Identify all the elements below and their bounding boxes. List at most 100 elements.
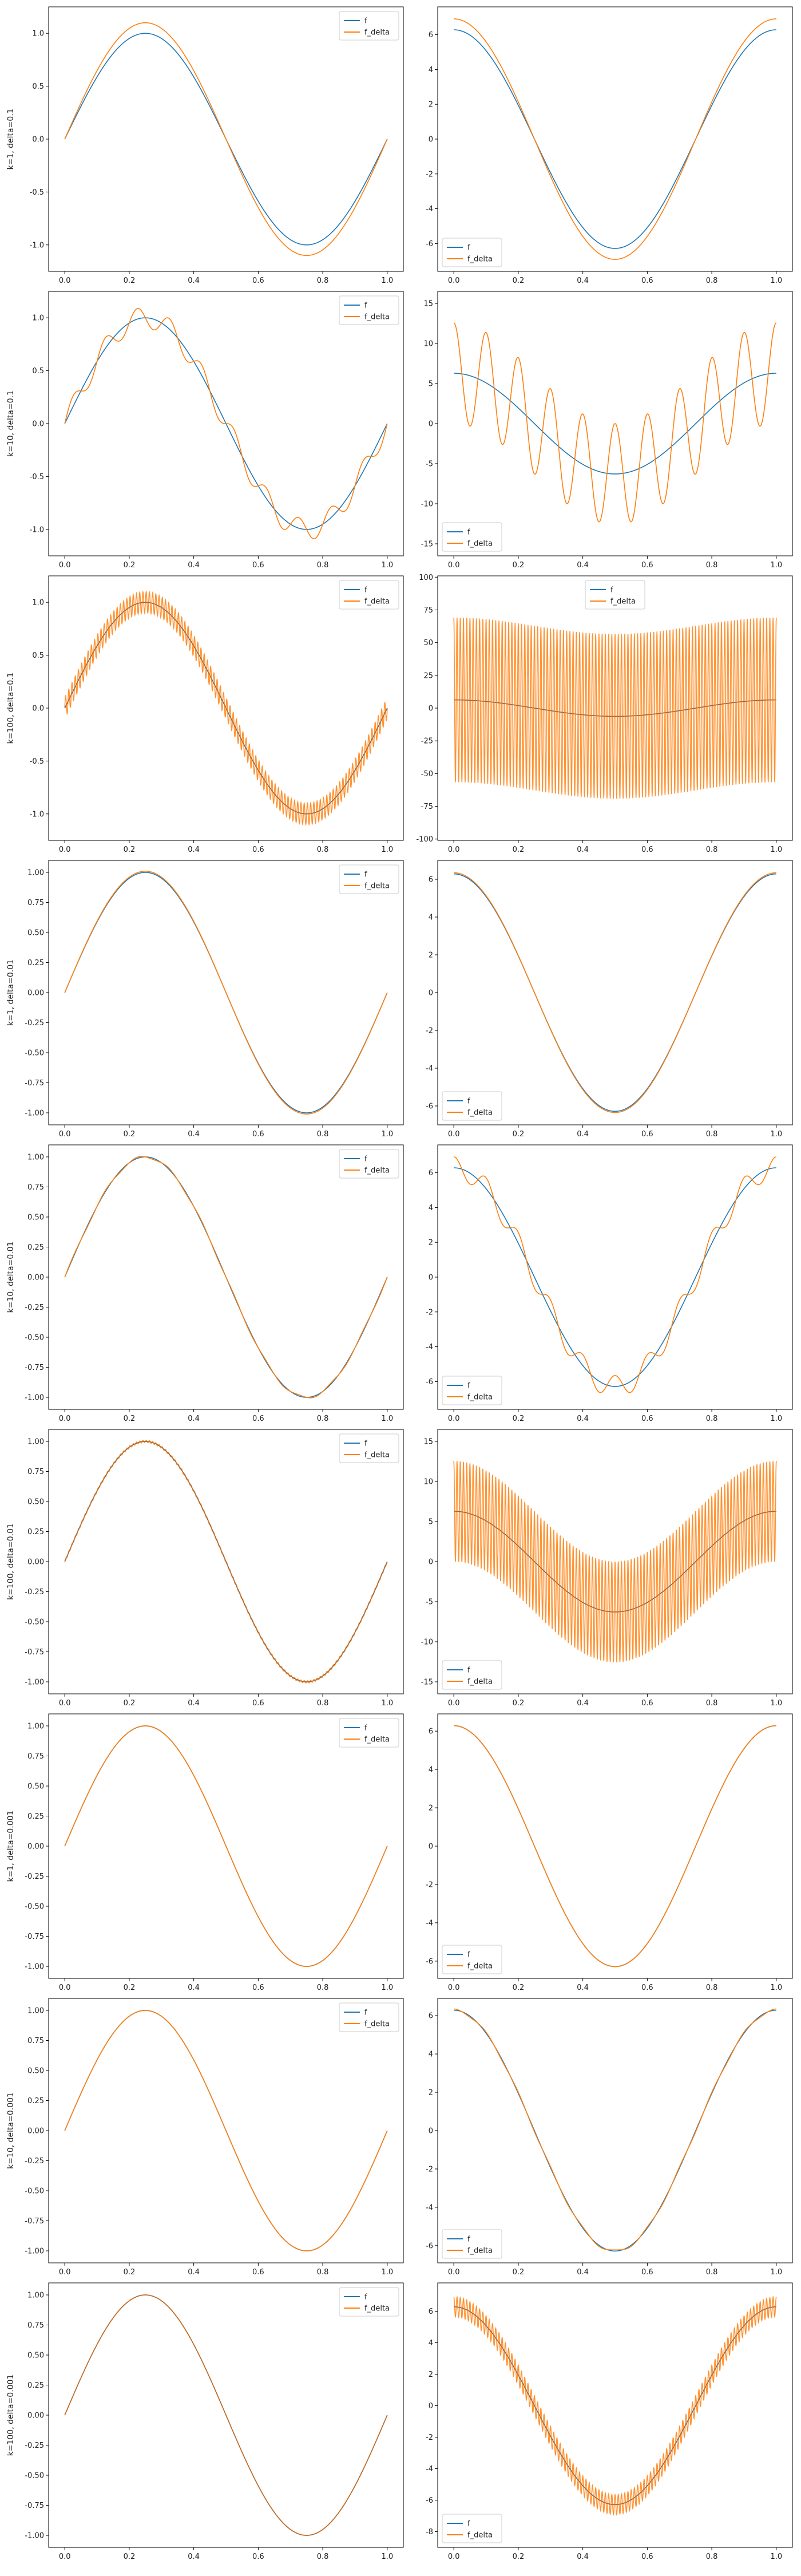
y-tick-label: 6 — [429, 876, 433, 884]
legend-label-f: f — [467, 244, 470, 252]
x-tick-label: 1.0 — [770, 1984, 782, 1992]
legend-label-f: f — [610, 586, 613, 595]
y-tick-label: 0.50 — [27, 2067, 44, 2076]
y-tick-label: 0.00 — [27, 2412, 44, 2420]
y-tick-label: 15 — [423, 300, 433, 309]
legend-label-f: f — [364, 871, 367, 879]
x-tick-label: 0.8 — [706, 561, 718, 570]
legend-box — [339, 295, 399, 325]
legend: f f_delta — [585, 580, 645, 610]
series-group — [64, 22, 388, 256]
x-tick-label: 0.6 — [641, 1984, 653, 1992]
y-tick-label: -6 — [426, 1957, 433, 1966]
legend: f f_delta — [442, 1945, 502, 1974]
y-tick-label: -0.5 — [30, 757, 44, 766]
series-line-f — [454, 2306, 776, 2506]
series-line-f-delta — [454, 322, 776, 523]
legend-label-f-delta: f_delta — [467, 2247, 493, 2255]
x-tick-label: 0.4 — [188, 2268, 200, 2277]
legend-label-f-delta: f_delta — [467, 540, 493, 548]
legend-label-f: f — [467, 528, 470, 537]
subplot-6: 0.0 0.2 0.4 0.6 0.8 1.0 -100 -75 -50 -25 0 25 50 75 10… — [416, 574, 793, 854]
y-tick-label: 100 — [419, 574, 433, 582]
y-tick-label: 1.00 — [27, 1722, 44, 1731]
y-tick-label: -1.00 — [25, 1394, 44, 1402]
legend-label-f-delta: f_delta — [364, 1451, 390, 1460]
series-line-f-delta — [454, 1725, 776, 1967]
y-tick-label: -2 — [426, 2165, 433, 2174]
y-tick-label: -0.75 — [25, 1364, 44, 1372]
axes-frame — [437, 1713, 793, 1979]
x-tick-label: 0.2 — [124, 2553, 136, 2561]
y-tick-label: -100 — [416, 835, 433, 844]
y-axis-label: k=1, delta=0.01 — [6, 959, 15, 1026]
y-tick-label: 1.00 — [27, 869, 44, 878]
x-tick-label: 0.8 — [706, 2553, 718, 2561]
legend-box — [339, 864, 399, 894]
series-group — [64, 2294, 388, 2536]
y-tick-label: -2 — [426, 170, 433, 179]
y-tick-label: -15 — [421, 1678, 433, 1687]
x-tick-label: 0.2 — [513, 1415, 525, 1423]
series-group — [64, 1725, 388, 1967]
series-line-f-delta — [454, 18, 776, 260]
x-tick-label: 1.0 — [381, 1984, 393, 1992]
y-tick-label: -0.25 — [25, 2157, 44, 2166]
y-tick-label: 0.25 — [27, 2097, 44, 2105]
y-tick-label: 15 — [423, 1438, 433, 1447]
x-tick-label: 1.0 — [381, 1415, 393, 1423]
y-tick-label: 0 — [429, 2127, 433, 2136]
subplot-4: 0.0 0.2 0.4 0.6 0.8 1.0 -15 -10 -5 0 5 10 15 f f_delta — [421, 291, 793, 570]
x-tick-label: 0.8 — [706, 1984, 718, 1992]
axes-frame — [437, 2282, 793, 2548]
legend: f f_delta — [442, 1091, 502, 1121]
y-tick-label: -6 — [426, 240, 433, 248]
y-tick-label: -2 — [426, 1880, 433, 1889]
y-tick-label: 0 — [429, 705, 433, 713]
series-group — [454, 18, 776, 260]
legend-box — [339, 2002, 399, 2032]
y-tick-label: -2 — [426, 1027, 433, 1036]
legend: f f_delta — [442, 2514, 502, 2543]
legend-label-f-delta: f_delta — [364, 598, 390, 606]
series-line-f-delta — [64, 307, 388, 540]
y-tick-label: 6 — [429, 1169, 433, 1178]
y-tick-label: 4 — [429, 1766, 433, 1775]
legend-box — [442, 238, 502, 267]
y-tick-label: -0.75 — [25, 1648, 44, 1657]
legend-label-f: f — [364, 302, 367, 310]
x-tick-label: 0.6 — [252, 1984, 264, 1992]
series-group — [64, 1156, 388, 1398]
series-line-f-delta — [454, 872, 776, 1113]
x-tick-label: 0.8 — [317, 2553, 329, 2561]
y-tick-label: -1.0 — [30, 241, 44, 250]
y-tick-label: 10 — [423, 340, 433, 349]
legend-box — [339, 1433, 399, 1463]
x-tick-label: 0.0 — [59, 2268, 71, 2277]
x-tick-label: 0.4 — [188, 1699, 200, 1708]
x-tick-label: 0.0 — [59, 1984, 71, 1992]
legend-label-f: f — [467, 2235, 470, 2244]
x-tick-label: 0.6 — [641, 2553, 653, 2561]
x-tick-label: 0.0 — [59, 846, 71, 854]
legend-box — [339, 580, 399, 610]
x-tick-label: 0.0 — [59, 1699, 71, 1708]
x-tick-label: 0.2 — [124, 1984, 136, 1992]
legend-label-f-delta: f_delta — [610, 598, 636, 606]
y-tick-label: 0 — [429, 1274, 433, 1282]
y-tick-label: -0.50 — [25, 1903, 44, 1911]
y-tick-label: 0.50 — [27, 2352, 44, 2360]
y-tick-label: 6 — [429, 31, 433, 39]
y-tick-label: 0.75 — [27, 899, 44, 907]
x-tick-label: 0.8 — [317, 276, 329, 285]
series-group — [453, 2296, 777, 2516]
x-tick-label: 1.0 — [770, 1415, 782, 1423]
y-axis-label: k=10, delta=0.1 — [6, 390, 15, 457]
y-tick-label: 4 — [429, 2339, 433, 2348]
y-axis-label: k=100, delta=0.001 — [6, 2374, 15, 2456]
series-line-f — [454, 29, 776, 249]
legend: f f_delta — [442, 2229, 502, 2259]
x-tick-label: 1.0 — [381, 2553, 393, 2561]
legend-label-f: f — [467, 1666, 470, 1675]
axes-frame — [437, 1998, 793, 2263]
